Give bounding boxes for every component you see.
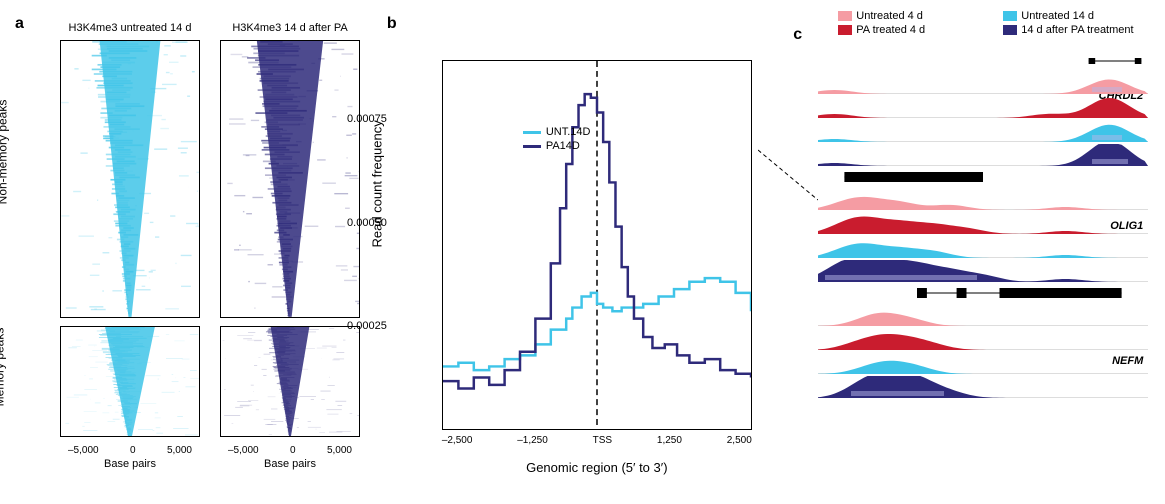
x-ticks-left: –5,000 0 5,000 — [60, 445, 200, 456]
heatmap-mem-left — [60, 326, 200, 437]
legend-swatch — [838, 25, 852, 35]
heatmap-mem-right — [220, 326, 360, 437]
track — [818, 374, 1148, 398]
gene-model — [818, 286, 1148, 298]
y-label-memory: Memory peaks — [0, 328, 6, 407]
figure-container: a H3K4me3 untreated 14 d H3K4me3 14 d af… — [0, 0, 1165, 504]
heatmap-nonmem-left — [60, 40, 200, 318]
highlight-bar — [825, 275, 977, 280]
track — [818, 210, 1148, 234]
y-tick: 0.00075 — [347, 113, 387, 125]
legend-label: PA treated 4 d — [856, 24, 925, 36]
legend-b: UNT.14D PA14D — [523, 126, 591, 154]
legend-label: PA14D — [546, 140, 580, 152]
legend-swatch — [523, 145, 541, 148]
legend-swatch — [1003, 25, 1017, 35]
heatmap-titles: H3K4me3 untreated 14 d H3K4me3 14 d afte… — [60, 22, 360, 34]
legend-c: Untreated 4 d Untreated 14 d PA treated 4 … — [838, 10, 1158, 36]
legend-label: Untreated 14 d — [1021, 10, 1094, 22]
y-tick: 0.00050 — [347, 217, 387, 229]
highlight-bar — [1092, 87, 1122, 92]
x-ticks-b: –2,500 –1,250 TSS 1,250 2,500 — [442, 435, 752, 446]
legend-swatch — [523, 131, 541, 134]
panel-c: c Untreated 4 d Untreated 14 d PA treated … — [788, 10, 1155, 494]
legend-label: 14 d after PA treatment — [1021, 24, 1133, 36]
track — [818, 142, 1148, 166]
panel-a: a H3K4me3 untreated 14 d H3K4me3 14 d af… — [10, 10, 367, 494]
heatmap-svg — [61, 41, 199, 317]
x-axis-right: –5,000 0 5,000 Base pairs — [220, 445, 360, 470]
legend-item: 14 d after PA treatment — [1003, 24, 1158, 36]
legend-item: Untreated 14 d — [1003, 10, 1158, 22]
x-tick: –1,250 — [517, 435, 548, 446]
track — [818, 326, 1148, 350]
x-tick: –5,000 — [68, 445, 99, 456]
x-label-b: Genomic region (5′ to 3′) — [442, 460, 752, 475]
connector-dashes — [758, 140, 818, 260]
x-tick: –5,000 — [228, 445, 259, 456]
gene-model — [818, 54, 1148, 66]
x-tick: 0 — [130, 445, 136, 456]
heatmap-title-left: H3K4me3 untreated 14 d — [60, 22, 200, 34]
y-tick: 0.00025 — [347, 320, 387, 332]
highlight-bar — [1092, 159, 1128, 164]
x-ticks-right: –5,000 0 5,000 — [220, 445, 360, 456]
legend-item: UNT.14D — [523, 126, 591, 138]
legend-label: UNT.14D — [546, 126, 591, 138]
x-tick: 1,250 — [657, 435, 682, 446]
panel-b-label: b — [387, 15, 397, 33]
heatmap-svg — [61, 327, 199, 436]
legend-item: PA treated 4 d — [838, 24, 993, 36]
legend-item: PA14D — [523, 140, 591, 152]
heatmap-nonmem-right — [220, 40, 360, 318]
legend-swatch — [1003, 11, 1017, 21]
y-label-nonmemory: Non-memory peaks — [0, 100, 9, 205]
track — [818, 258, 1148, 282]
legend-item: Untreated 4 d — [838, 10, 993, 22]
gene-model — [818, 170, 1148, 182]
x-label: Base pairs — [220, 458, 360, 470]
heatmap-svg — [221, 41, 359, 317]
track — [818, 350, 1148, 374]
legend-label: Untreated 4 d — [856, 10, 923, 22]
x-tick: 0 — [290, 445, 296, 456]
track — [818, 234, 1148, 258]
track — [818, 70, 1148, 94]
x-tick: 5,000 — [167, 445, 192, 456]
highlight-bar — [1092, 135, 1122, 140]
x-label: Base pairs — [60, 458, 200, 470]
x-tick: 2,500 — [727, 435, 752, 446]
panel-b: b Read count frequency 0.000250.000500.0… — [382, 10, 778, 494]
panel-c-label: c — [793, 26, 802, 44]
x-axis-left: –5,000 0 5,000 Base pairs — [60, 445, 200, 470]
track — [818, 118, 1148, 142]
heatmap-title-right: H3K4me3 14 d after PA — [220, 22, 360, 34]
track — [818, 302, 1148, 326]
panel-a-label: a — [15, 15, 24, 33]
x-tick: TSS — [593, 435, 612, 446]
tracks-container: CHRDL2OLIG1NEFM — [818, 50, 1148, 480]
x-tick: 5,000 — [327, 445, 352, 456]
heatmap-grid: –5,000 0 5,000 Base pairs –5,000 0 5,000… — [60, 40, 360, 470]
chart-b: UNT.14D PA14D — [442, 60, 752, 430]
track — [818, 94, 1148, 118]
chart-b-svg — [443, 61, 751, 429]
highlight-bar — [851, 391, 943, 396]
legend-swatch — [838, 11, 852, 21]
track — [818, 186, 1148, 210]
heatmap-svg — [221, 327, 359, 436]
x-tick: –2,500 — [442, 435, 473, 446]
